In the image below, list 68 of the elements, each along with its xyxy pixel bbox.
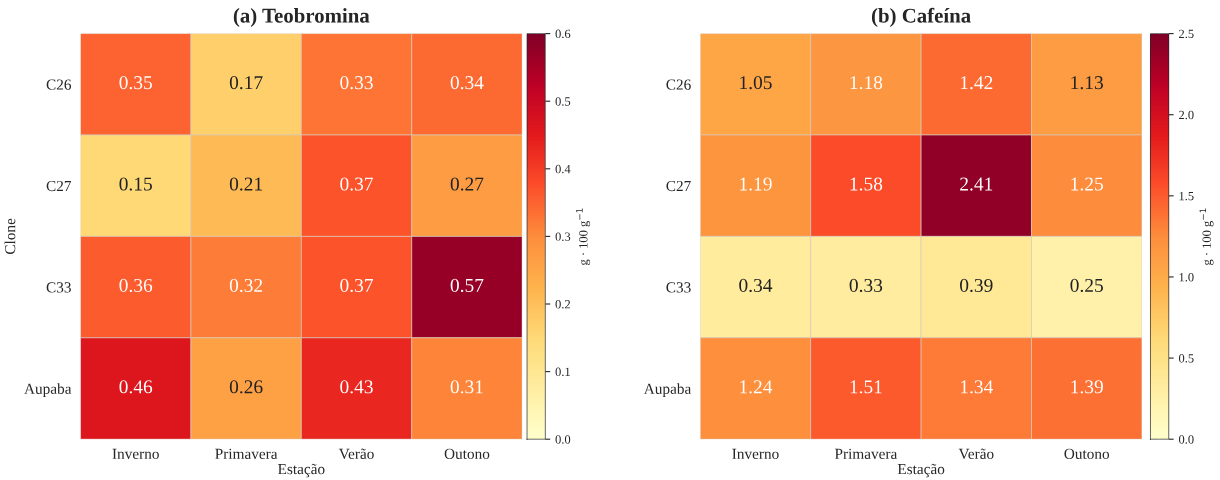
- color-bar-label: 1.5: [1179, 191, 1194, 201]
- data-label: 0.34: [450, 76, 484, 90]
- x-tick-label: Inverno: [112, 448, 159, 459]
- color-bar-label: 0.5: [1178, 354, 1194, 363]
- data-label: 0.33: [849, 278, 883, 293]
- x-tick-label: Primavera: [834, 448, 898, 459]
- color-bar-label: 1.0: [1179, 272, 1194, 282]
- data-label: 1.13: [1071, 76, 1103, 90]
- y-tick-label: C27: [46, 180, 72, 192]
- data-label: 0.43: [340, 380, 373, 394]
- data-label: 1.18: [850, 76, 883, 90]
- y-tick-label: Aupaba: [643, 383, 692, 398]
- y-tick-label: C33: [46, 282, 71, 293]
- y-tick-label: C27: [666, 180, 691, 192]
- data-label: 2.41: [960, 177, 993, 191]
- y-tick-label: C26: [46, 79, 72, 90]
- data-label: 1.34: [961, 380, 994, 394]
- chart-title: (a) Teobromina: [233, 8, 370, 27]
- y-axis-title: Clone: [4, 218, 16, 255]
- data-label: 1.42: [961, 76, 993, 90]
- data-label: 0.15: [119, 177, 152, 191]
- color-bar-label: 0.4: [555, 164, 571, 174]
- color-bar-label: 0.0: [1178, 435, 1194, 444]
- data-label: 0.37: [340, 177, 373, 191]
- data-label: 0.35: [119, 76, 152, 90]
- data-label: 0.26: [229, 380, 263, 394]
- x-tick-label: Primavera: [215, 448, 278, 459]
- data-label: 1.19: [740, 177, 772, 191]
- color-bar-label: 0.0: [555, 435, 571, 444]
- x-tick-label: Verão: [338, 448, 374, 460]
- color-bar-title: g · 100 g$^{−1}$: [1199, 208, 1214, 265]
- data-label: 0.21: [229, 177, 262, 191]
- data-label: 1.51: [850, 380, 882, 394]
- data-label: 1.39: [1071, 380, 1103, 394]
- data-label: 0.57: [450, 278, 484, 293]
- color-bar-title: g · 100 g$^{−1}$: [576, 208, 591, 265]
- data-label: 0.36: [119, 278, 153, 293]
- y-tick-label: C33: [666, 282, 691, 293]
- color-bar-label: 2.0: [1179, 110, 1194, 120]
- data-label: 0.39: [960, 278, 993, 293]
- data-label: 0.25: [1070, 278, 1103, 293]
- x-tick-label: Outono: [444, 448, 490, 459]
- data-label: 1.58: [850, 177, 883, 191]
- x-axis-title: Estação: [278, 463, 325, 478]
- data-label: 0.32: [229, 278, 263, 293]
- data-label: 0.34: [739, 278, 773, 293]
- x-tick-label: Outono: [1064, 448, 1110, 459]
- color-bar-label: 0.5: [555, 97, 571, 106]
- data-label: 0.33: [340, 76, 373, 90]
- color-bar-label: 0.1: [555, 367, 570, 377]
- data-label: 0.46: [119, 380, 153, 394]
- data-label: 1.05: [740, 76, 772, 90]
- data-label: 0.31: [450, 380, 483, 394]
- color-bar-label: 0.6: [555, 29, 571, 39]
- chart-title: (b) Cafeína: [871, 7, 971, 27]
- color-bar-label: 2.5: [1179, 29, 1194, 39]
- x-tick-label: Verão: [958, 448, 994, 460]
- data-label: 0.17: [229, 76, 263, 90]
- color-bar-label: 0.3: [555, 232, 571, 241]
- data-label: 0.27: [450, 177, 484, 191]
- data-label: 1.25: [1071, 177, 1103, 191]
- data-label: 1.24: [740, 380, 773, 394]
- y-tick-label: C26: [666, 79, 691, 90]
- data-label: 0.37: [340, 278, 373, 293]
- x-axis-title: Estação: [897, 463, 945, 478]
- x-tick-label: Inverno: [732, 448, 779, 459]
- color-bar-label: 0.2: [555, 300, 570, 309]
- y-tick-label: Aupaba: [24, 383, 72, 398]
